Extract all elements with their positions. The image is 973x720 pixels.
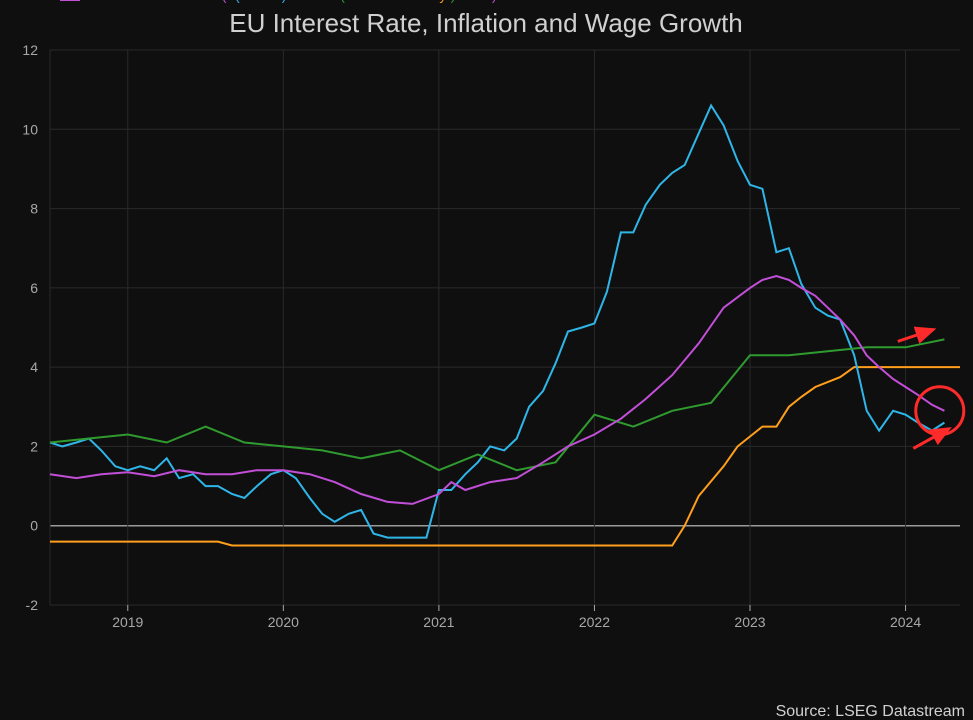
x-tick-label: 2020 [268, 614, 299, 630]
y-tick-label: -2 [26, 597, 39, 613]
chart-title: EU Interest Rate, Inflation and Wage Gro… [229, 8, 743, 38]
x-tick-label: 2021 [423, 614, 454, 630]
x-tick-label: 2023 [734, 614, 765, 630]
series-ecb [50, 367, 960, 545]
y-tick-label: 12 [22, 42, 38, 58]
y-tick-label: 6 [30, 280, 38, 296]
y-tick-label: 8 [30, 201, 38, 217]
source-text: Source: LSEG Datastream [776, 703, 965, 720]
y-tick-label: 10 [22, 121, 38, 137]
x-tick-label: 2019 [112, 614, 143, 630]
annotation-arrow [898, 329, 934, 341]
y-tick-label: 4 [30, 359, 38, 375]
legend-label: HICP: SUPERCORE (TOT EXCL ENERGY & SELEC… [88, 0, 620, 3]
x-tick-label: 2024 [890, 614, 921, 630]
series-group [50, 106, 960, 546]
chart-svg: EU Interest Rate, Inflation and Wage Gro… [0, 0, 973, 720]
grid [50, 50, 960, 605]
series-cpi [50, 106, 944, 538]
legend: ECB INTEREST RATES - DEPOSIT FACILITY : … [60, 0, 620, 3]
x-tick-label: 2022 [579, 614, 610, 630]
annotation-circle [916, 387, 964, 435]
y-tick-label: 0 [30, 518, 38, 534]
chart-container: EU Interest Rate, Inflation and Wage Gro… [0, 0, 973, 720]
series-wages [50, 339, 944, 470]
y-tick-label: 2 [30, 438, 38, 454]
